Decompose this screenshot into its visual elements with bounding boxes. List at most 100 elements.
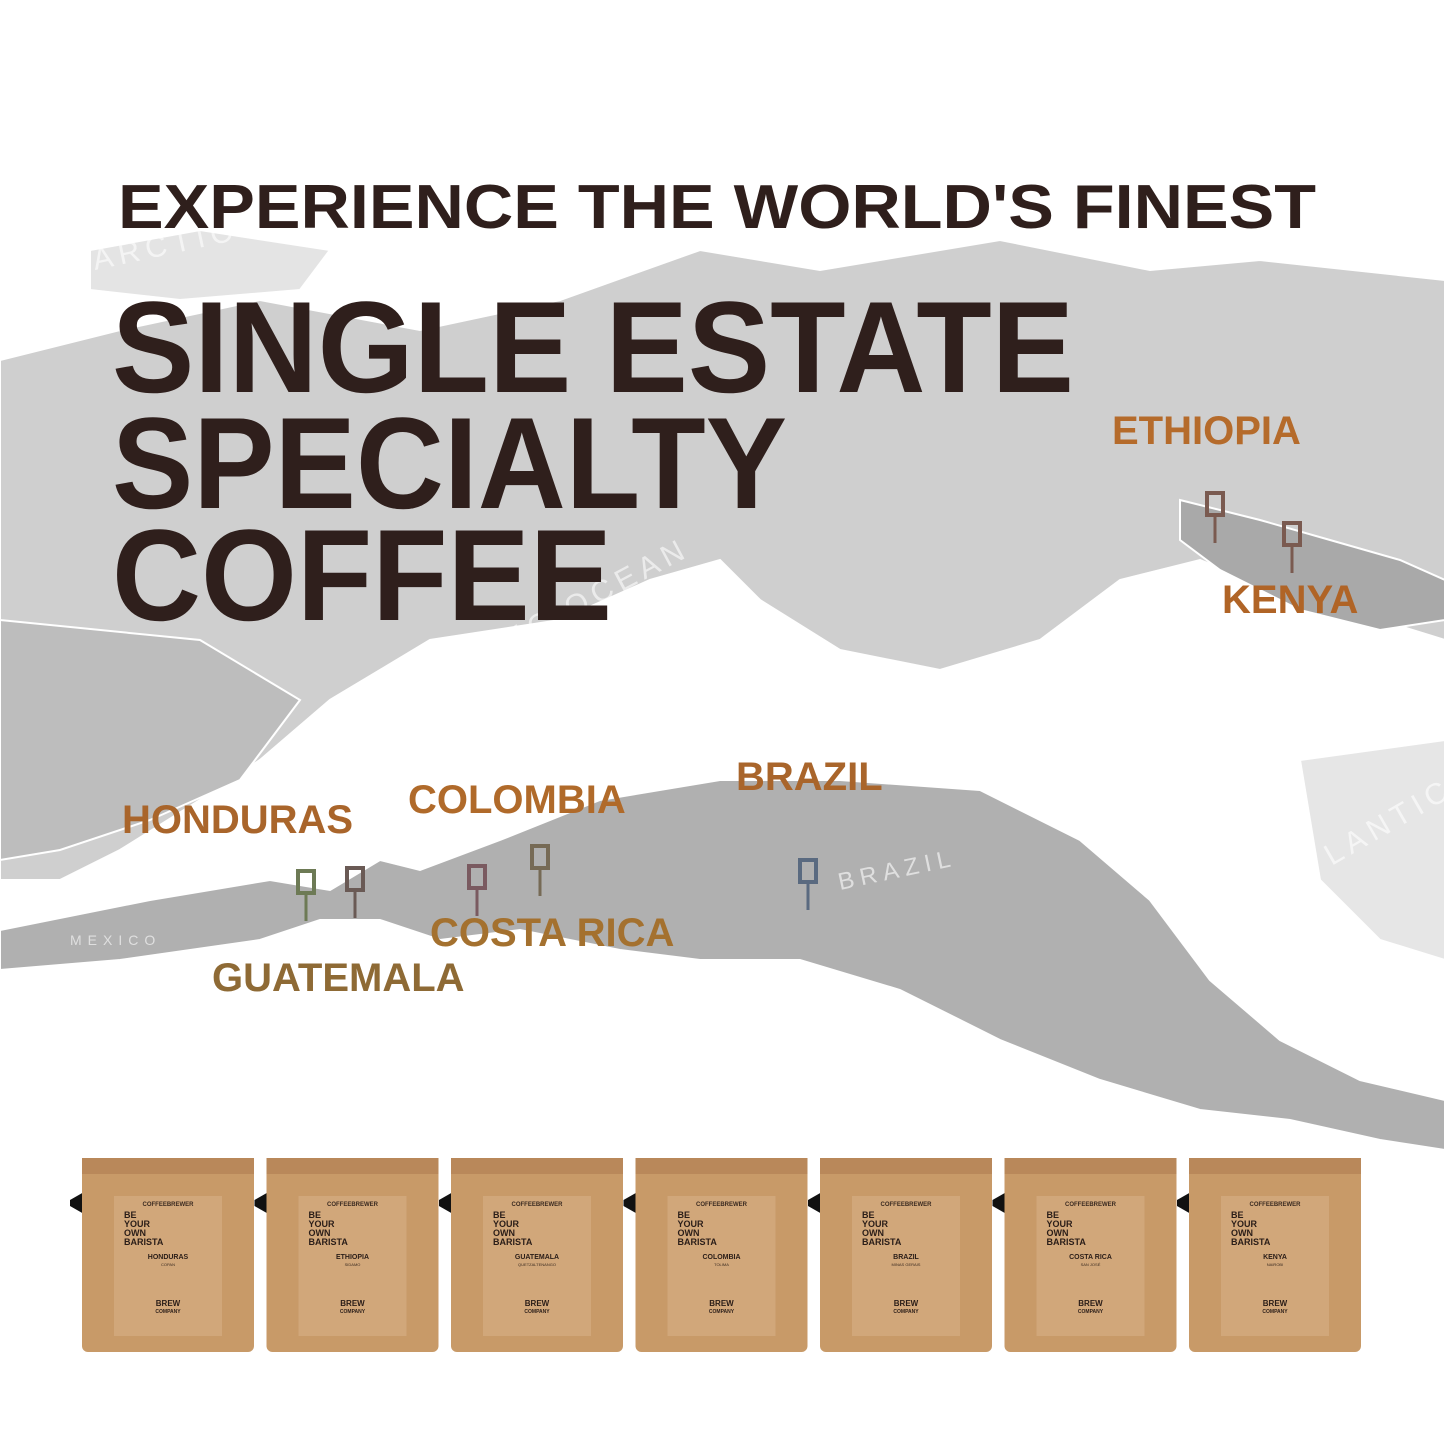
pouch-region: COPAN xyxy=(161,1262,175,1267)
pouch-slogan: OWN xyxy=(493,1228,515,1238)
pouch-slogan: OWN xyxy=(862,1228,884,1238)
pouch-slogan: OWN xyxy=(124,1228,146,1238)
pouch-slogan: YOUR xyxy=(1231,1219,1258,1229)
pouch-spout xyxy=(254,1192,269,1214)
pin-flag xyxy=(1282,521,1302,547)
pouch-slogan: BE xyxy=(678,1210,691,1220)
pouch-slogan: BE xyxy=(493,1210,506,1220)
pouches: COFFEEBREWERBEYOUROWNBARISTAHONDURASCOPA… xyxy=(70,1158,1361,1352)
pin-flag xyxy=(296,869,316,895)
pouch-label xyxy=(483,1196,591,1336)
headline: SPECIALTY xyxy=(112,390,787,536)
pouch-spout xyxy=(439,1192,453,1214)
pouch-brand: COFFEEBREWER xyxy=(143,1202,195,1208)
pouch-slogan: BE xyxy=(1231,1210,1244,1220)
origin-label: GUATEMALA xyxy=(212,956,465,1000)
origin-label: BRAZIL xyxy=(736,755,883,799)
pouch-company: BREW xyxy=(894,1299,919,1308)
pouch-slogan: BARISTA xyxy=(1047,1237,1087,1247)
headline: COFFEE xyxy=(112,502,612,648)
pin-flag xyxy=(345,866,365,892)
pouch-origin: COSTA RICA xyxy=(1069,1254,1112,1261)
pouch-company: BREW xyxy=(1078,1299,1103,1308)
pouch-slogan: BARISTA xyxy=(862,1237,902,1247)
pouch-spout xyxy=(992,1192,1007,1214)
pouch-company: BREW xyxy=(525,1299,550,1308)
origin-label: HONDURAS xyxy=(122,798,353,842)
pouch-region: NAIROBI xyxy=(1267,1262,1283,1267)
pouch-brand: COFFEEBREWER xyxy=(512,1202,564,1208)
pouch-company: COMPANY xyxy=(340,1309,366,1315)
pouch-brand: COFFEEBREWER xyxy=(881,1202,933,1208)
pouch-company: COMPANY xyxy=(1078,1309,1104,1315)
pouch-region: TOLIMA xyxy=(714,1262,729,1267)
pouch-region: MINAS GERAIS xyxy=(892,1262,921,1267)
pouch-company: BREW xyxy=(709,1299,734,1308)
pin-flag xyxy=(530,844,550,870)
origin-label: ETHIOPIA xyxy=(1112,409,1301,453)
pouch-company: COMPANY xyxy=(1262,1309,1288,1315)
pouch-label xyxy=(1221,1196,1329,1336)
pouch-brand: COFFEEBREWER xyxy=(1065,1202,1117,1208)
pouch-top xyxy=(635,1158,808,1174)
origin-pins xyxy=(296,491,1302,921)
pouch-spout xyxy=(1177,1192,1191,1214)
pouch-label xyxy=(667,1196,776,1336)
pouch-label xyxy=(1036,1196,1145,1336)
origin-label: KENYA xyxy=(1222,578,1358,622)
pouch-slogan: YOUR xyxy=(493,1219,520,1229)
pouch-origin: GUATEMALA xyxy=(515,1254,559,1261)
pouch-company: BREW xyxy=(156,1299,181,1308)
pouch-label xyxy=(298,1196,407,1336)
origin-label: COLOMBIA xyxy=(408,778,626,822)
pouch-spout xyxy=(70,1192,84,1214)
pouch-origin: KENYA xyxy=(1263,1254,1287,1261)
pouch-top xyxy=(820,1158,992,1174)
pouch-slogan: YOUR xyxy=(309,1219,336,1229)
pouch-slogan: YOUR xyxy=(124,1219,151,1229)
pouch-slogan: OWN xyxy=(1231,1228,1253,1238)
pouch-origin: HONDURAS xyxy=(148,1254,189,1261)
pouch-slogan: BARISTA xyxy=(678,1237,718,1247)
pouch-label xyxy=(114,1196,222,1336)
pouch-region: SIDAMO xyxy=(345,1262,361,1267)
pouch-slogan: BE xyxy=(862,1210,875,1220)
pin-flag xyxy=(1205,491,1225,517)
pouch-spout xyxy=(808,1192,822,1214)
pouch-company: BREW xyxy=(1263,1299,1288,1308)
pouch-slogan: BARISTA xyxy=(1231,1237,1271,1247)
pouch-slogan: OWN xyxy=(1047,1228,1069,1238)
pouch-company: COMPANY xyxy=(709,1309,735,1315)
pouch-top xyxy=(82,1158,254,1174)
pouch-slogan: BARISTA xyxy=(309,1237,349,1247)
pouch-brand: COFFEEBREWER xyxy=(327,1202,379,1208)
pouch-slogan: BARISTA xyxy=(124,1237,164,1247)
pouch-origin: COLOMBIA xyxy=(702,1254,740,1261)
pouch-slogan: BARISTA xyxy=(493,1237,533,1247)
pouch-slogan: BE xyxy=(1047,1210,1060,1220)
origin-label: COSTA RICA xyxy=(430,911,674,955)
pouch-region: QUETZALTENANGO xyxy=(518,1262,556,1267)
headline: SINGLE ESTATE xyxy=(112,274,1074,420)
pouch-company: COMPANY xyxy=(155,1309,181,1315)
map-label: MEXICO xyxy=(70,932,161,948)
pouch-top xyxy=(266,1158,439,1174)
pouch-slogan: YOUR xyxy=(1047,1219,1074,1229)
pouch-region: SAN JOSÉ xyxy=(1081,1262,1101,1267)
pouch-company: COMPANY xyxy=(893,1309,919,1315)
pouch-spout xyxy=(623,1192,638,1214)
pouch-slogan: BE xyxy=(309,1210,322,1220)
pouch-slogan: OWN xyxy=(309,1228,331,1238)
pouch-slogan: YOUR xyxy=(862,1219,889,1229)
pouch-company: BREW xyxy=(340,1299,365,1308)
pouch-slogan: YOUR xyxy=(678,1219,705,1229)
pouch-slogan: OWN xyxy=(678,1228,700,1238)
kicker: EXPERIENCE THE WORLD'S FINEST xyxy=(118,173,1316,242)
pouch-top xyxy=(451,1158,623,1174)
pouch-slogan: BE xyxy=(124,1210,137,1220)
pin-flag xyxy=(798,858,818,884)
pin-flag xyxy=(467,864,487,890)
pouch-label xyxy=(852,1196,960,1336)
pouch-origin: BRAZIL xyxy=(893,1254,919,1261)
